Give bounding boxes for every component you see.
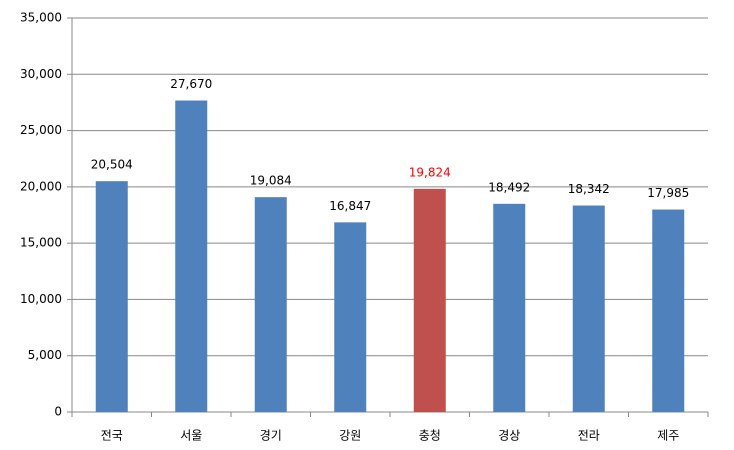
y-tick-label: 0 — [54, 405, 62, 419]
y-tick-label: 25,000 — [20, 123, 62, 137]
y-tick-label: 35,000 — [20, 11, 62, 25]
x-tick-label: 전라 — [578, 429, 600, 443]
y-tick-label: 20,000 — [20, 179, 62, 193]
y-tick-label: 30,000 — [20, 67, 62, 81]
value-label: 19,084 — [250, 174, 292, 188]
value-label: 18,342 — [568, 182, 610, 196]
value-label: 27,670 — [170, 77, 212, 91]
y-tick-label: 10,000 — [20, 292, 62, 306]
y-tick-label: 15,000 — [20, 236, 62, 250]
x-tick-label: 강원 — [339, 429, 361, 443]
x-tick-label: 제주 — [657, 429, 679, 443]
y-tick-label: 5,000 — [28, 348, 62, 362]
x-tick-label: 경기 — [260, 429, 282, 443]
bar — [493, 203, 526, 412]
value-label: 19,824 — [409, 165, 451, 179]
value-label: 16,847 — [329, 199, 371, 213]
bar — [652, 209, 685, 412]
bar — [95, 181, 128, 412]
x-tick-label: 충청 — [419, 429, 441, 443]
bar — [572, 205, 605, 412]
bar — [254, 197, 287, 412]
value-label: 18,492 — [488, 180, 530, 194]
bar — [413, 188, 446, 412]
bar — [175, 100, 208, 412]
value-label: 17,985 — [647, 186, 689, 200]
x-tick-label: 경상 — [498, 429, 520, 443]
x-tick-label: 서울 — [180, 429, 202, 443]
bar — [334, 222, 367, 412]
value-label: 20,504 — [91, 158, 133, 172]
x-tick-label: 전국 — [101, 429, 123, 443]
